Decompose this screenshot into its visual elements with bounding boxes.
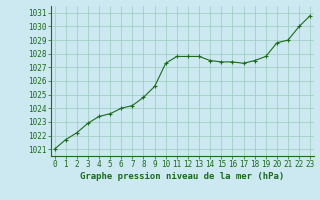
X-axis label: Graphe pression niveau de la mer (hPa): Graphe pression niveau de la mer (hPa) — [80, 172, 284, 181]
